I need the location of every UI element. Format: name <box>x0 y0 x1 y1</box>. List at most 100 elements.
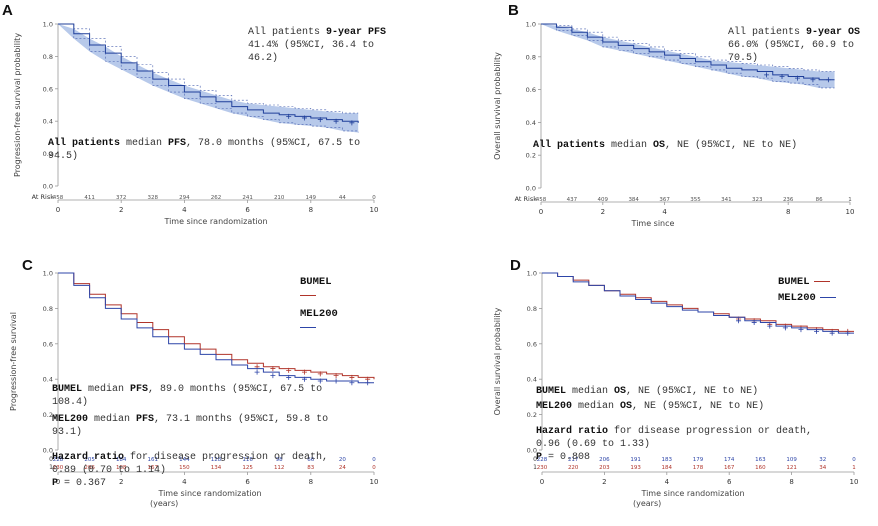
at-risk-c-bumel-7: 112 <box>274 465 285 471</box>
chart-a: 0.0 0.2 0.4 0.6 0.8 1.0 0 2 4 6 8 10 Progression-fre… <box>13 21 379 227</box>
y-tick-label-d-0: 0.0 <box>527 447 537 455</box>
y-tick-label-a-1: 0.2 <box>43 150 53 158</box>
x-tick-label-b-3: 8 <box>786 208 790 216</box>
x-tick-label-a-0: 0 <box>56 206 60 214</box>
censor-mark-c-bumel-17 <box>317 371 323 377</box>
ann-d-line2-b1: MEL200 <box>536 401 573 412</box>
series-line-c-mel200 <box>58 272 374 384</box>
panel-label-b: B <box>508 2 519 19</box>
at-risk-b-5: 355 <box>690 197 701 203</box>
at-risk-d-mel200-7: 163 <box>755 457 766 463</box>
at-risk-d-bumel-9: 34 <box>819 465 826 471</box>
at-risk-d-mel200-4: 183 <box>662 457 673 463</box>
x-tick-label-c-2: 4 <box>182 478 187 486</box>
ann-c-line1-b1: BUMEL <box>52 384 83 395</box>
legend-c-mel200-label: MEL200 <box>300 308 338 320</box>
at-risk-d-mel200-0: 228 <box>537 457 548 463</box>
ann-a-mid-text1: median <box>120 138 169 149</box>
y-tick-label-d-4: 0.8 <box>527 305 537 313</box>
censor-mark-c-mel200-17 <box>317 378 323 384</box>
ci-lower-b <box>541 23 835 89</box>
at-risk-b-2: 409 <box>598 197 609 203</box>
y-tick-label-c-3: 0.6 <box>43 340 53 348</box>
y-axis-label-a: Progression-free survival probability <box>13 33 22 177</box>
ann-b-top-rest: 66.0% (95%CI, 60.9 to 70.5) <box>728 40 855 64</box>
panel-label-a: A <box>2 2 13 19</box>
x-axis-label-c: Time since randomization <box>157 489 261 498</box>
at-risk-group-c-mel200: 0 <box>49 456 53 463</box>
legend-c-bumel-swatch <box>300 294 316 296</box>
censor-mark-c-mel200-14 <box>270 373 276 379</box>
ann-a-top-pre: All patients <box>248 27 327 38</box>
x-tick-label-a-3: 6 <box>245 206 250 214</box>
at-risk-b-3: 384 <box>628 197 639 203</box>
censor-mark-c-mel200-18 <box>333 378 339 384</box>
legend-d-mel200-swatch <box>819 296 836 298</box>
ann-a-mid-bold1: All patients <box>48 138 121 149</box>
at-risk-a-0: 458 <box>53 195 64 201</box>
y-axis-label-d: Overall survival probability <box>493 307 502 415</box>
ann-c-line2-t1: median <box>88 414 137 425</box>
at-risk-a-6: 241 <box>242 195 253 201</box>
ann-c-line2-b1: MEL200 <box>52 414 89 425</box>
x-axis-label-d: Time since randomization <box>640 489 744 498</box>
y-axis-label-c: Progression-free survival <box>9 312 18 411</box>
y-tick-label-c-1: 0.2 <box>43 411 53 419</box>
x-axis-label-a: Time since randomization <box>163 217 267 226</box>
at-risk-a-1: 411 <box>84 195 95 201</box>
censor-mark-d-mel200-19 <box>829 330 835 336</box>
x-tick-label-a-5: 10 <box>370 206 379 214</box>
at-risk-a-10: 0 <box>372 195 376 201</box>
x-tick-label-d-2: 4 <box>665 478 670 486</box>
ann-d-line1: BUMEL median OS, NE (95%CI, NE to NE) <box>536 385 836 398</box>
ann-b-top-bold: 9-year OS <box>806 27 861 38</box>
censor-mark-c-bumel-15 <box>286 367 292 373</box>
at-risk-a-4: 294 <box>179 195 190 201</box>
y-tick-label-b-1: 0.2 <box>526 152 536 160</box>
at-risk-group-c-bumel: 1 <box>49 464 53 471</box>
at-risk-label-a: At Risk <box>32 193 55 201</box>
at-risk-d-bumel-5: 178 <box>693 465 704 471</box>
y-tick-label-d-5: 1.0 <box>527 270 537 278</box>
at-risk-a-7: 210 <box>274 195 285 201</box>
censor-mark-c-bumel-14 <box>270 366 276 372</box>
at-risk-c-mel200-8: 66 <box>307 457 314 463</box>
censor-mark-c-bumel-18 <box>333 373 339 379</box>
x-tick-label-c-5: 10 <box>370 478 379 486</box>
y-tick-label-c-2: 0.4 <box>43 376 53 384</box>
at-risk-c-mel200-3: 161 <box>148 457 159 463</box>
x-axis-label2-d: (years) <box>633 499 661 508</box>
x-axis-label-b: Time since <box>631 219 675 228</box>
at-risk-a-9: 44 <box>339 195 346 201</box>
at-risk-c-mel200-2: 184 <box>116 457 127 463</box>
at-risk-d-bumel-2: 203 <box>599 465 610 471</box>
legend-d-mel200-label: MEL200 <box>778 292 816 304</box>
ann-b-mid-bold1: All patients <box>533 140 606 151</box>
ann-a-top-rest: 41.4% (95%CI, 36.4 to 46.2) <box>248 40 375 64</box>
ci-lower-a <box>58 23 359 133</box>
at-risk-b-8: 236 <box>783 197 794 203</box>
x-tick-label-c-3: 6 <box>245 478 250 486</box>
ann-c-line2-t2: , 73.1 months (95%CI, 59.8 to 93.1) <box>52 414 329 438</box>
at-risk-group-d-mel200: 0 <box>533 456 537 463</box>
censor-mark-d-mel200-15 <box>767 323 773 329</box>
y-tick-label-a-3: 0.6 <box>43 85 53 93</box>
series-line-d-mel200 <box>542 272 854 334</box>
at-risk-c-mel200-9: 20 <box>339 457 346 463</box>
ann-c-line1-b2: PFS <box>130 384 149 395</box>
at-risk-d-mel200-10: 0 <box>852 457 856 463</box>
at-risk-d-bumel-0: 230 <box>537 465 548 471</box>
at-risk-c-bumel-0: 230 <box>53 465 64 471</box>
panel-b: B 0.0 0.2 0.4 0.6 0.8 1.0 0 2 4 8 10 Overall surviv… <box>438 0 878 262</box>
at-risk-d-mel200-5: 179 <box>693 457 704 463</box>
censor-mark-b-all-15 <box>764 72 770 78</box>
ann-d-line1-b1: BUMEL <box>536 386 567 397</box>
at-risk-c-mel200-7: 98 <box>276 457 283 463</box>
at-risk-b-9: 86 <box>816 197 823 203</box>
at-risk-d-bumel-4: 184 <box>662 465 673 471</box>
censor-mark-c-mel200-13 <box>254 369 260 375</box>
at-risk-a-3: 328 <box>148 195 159 201</box>
ann-b-top: All patients 9-year OS 66.0% (95%CI, 60.… <box>728 26 868 65</box>
legend-d-bumel: BUMEL <box>778 275 836 289</box>
